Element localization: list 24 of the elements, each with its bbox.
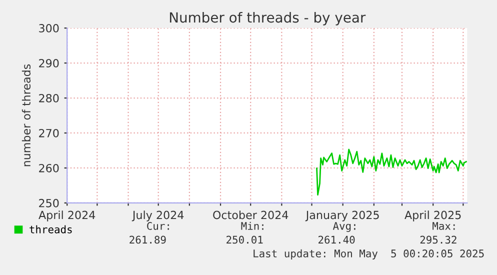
line-series — [316, 148, 467, 196]
y-tick-label: 290 — [39, 59, 59, 68]
x-tick-label: April 2025 — [404, 210, 461, 222]
legend-label: threads — [30, 225, 72, 234]
x-tick-label: January 2025 — [305, 210, 379, 222]
y-tick-label: 270 — [39, 128, 59, 138]
text: Avg: — [332, 222, 356, 232]
y-axis-title: number of threads — [22, 64, 31, 166]
text: Max: — [432, 222, 455, 230]
x-tick-label: April 2024 — [38, 210, 96, 222]
text: Last update: Mon May 5 00:20:05 2025 — [254, 249, 484, 260]
x-tick-label: July 2024 — [132, 210, 184, 222]
text: 250.01 — [226, 236, 263, 244]
text: Cur: — [147, 222, 169, 230]
text: 261.89 — [130, 236, 166, 244]
text: 295.32 — [420, 236, 456, 244]
y-tick-label: 250 — [39, 198, 59, 208]
text: Min: — [241, 222, 264, 230]
x-tick-label: October 2024 — [213, 210, 288, 220]
y-tick-label: 300 — [39, 24, 59, 32]
chart-title: Number of threads - by year — [170, 12, 366, 26]
text: 261.40 — [318, 236, 355, 244]
y-tick-label: 280 — [39, 94, 59, 102]
y-tick-label: 260 — [39, 164, 59, 172]
